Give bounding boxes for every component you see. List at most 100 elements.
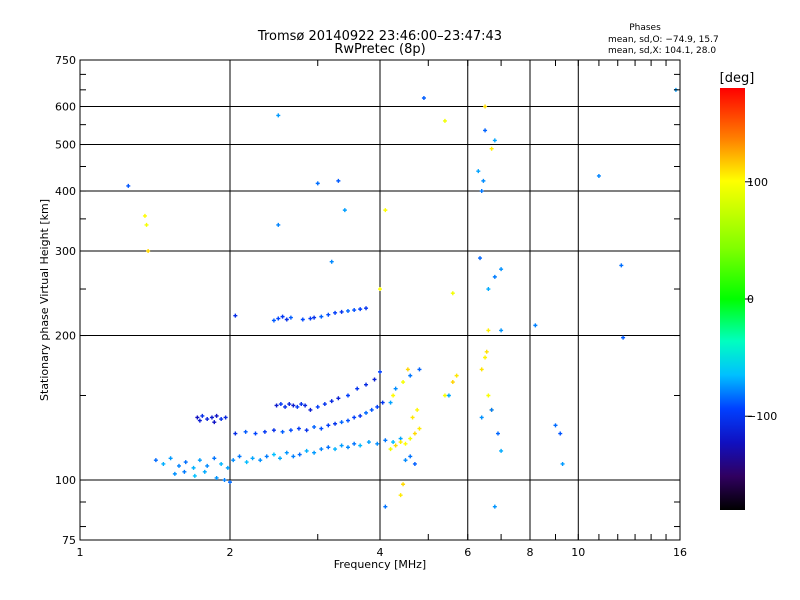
data-point	[405, 367, 410, 372]
data-point	[450, 291, 455, 296]
data-point	[499, 328, 504, 333]
data-point	[484, 349, 489, 354]
data-point	[212, 456, 217, 461]
data-point	[481, 178, 486, 183]
data-point	[388, 400, 393, 405]
data-point	[319, 426, 324, 431]
data-point	[205, 417, 210, 422]
data-point	[621, 335, 626, 340]
data-point	[364, 382, 369, 387]
series-4	[233, 306, 369, 323]
data-point	[315, 404, 320, 409]
data-point	[489, 146, 494, 151]
data-point	[288, 315, 293, 320]
data-point	[304, 448, 309, 453]
data-point	[146, 249, 151, 254]
y-axis: 75 100 200 300 400 500 600 750	[55, 54, 680, 547]
data-point	[415, 407, 420, 412]
data-point	[417, 426, 422, 431]
data-point	[219, 417, 224, 422]
data-point	[366, 440, 371, 445]
chart-subtitle: RwPretec (8p)	[334, 42, 425, 57]
data-point	[278, 402, 283, 407]
y-tick-label: 100	[55, 474, 76, 487]
y-tick-label: 75	[62, 534, 76, 547]
data-point	[483, 104, 488, 109]
data-point	[308, 316, 313, 321]
data-point	[403, 441, 408, 446]
colorbar-tick-label: 100	[747, 176, 768, 189]
data-point	[291, 454, 296, 459]
data-point	[161, 461, 166, 466]
data-point	[486, 393, 491, 398]
data-point	[489, 407, 494, 412]
data-point	[355, 386, 360, 391]
data-point	[342, 208, 347, 213]
data-point	[412, 431, 417, 436]
data-point	[312, 424, 317, 429]
data-point	[408, 436, 413, 441]
data-point	[499, 448, 504, 453]
x-axis: 1 2 4 6 8 10 16	[77, 60, 687, 559]
data-point	[278, 456, 283, 461]
data-point	[553, 423, 558, 428]
data-point	[476, 169, 481, 174]
data-point	[454, 373, 459, 378]
data-point	[295, 404, 300, 409]
data-point	[304, 428, 309, 433]
data-point	[401, 482, 406, 487]
data-point	[492, 274, 497, 279]
data-point	[312, 450, 317, 455]
data-point	[442, 393, 447, 398]
y-tick-label: 500	[55, 139, 76, 152]
data-point	[495, 431, 500, 436]
data-point	[336, 178, 341, 183]
series-2	[195, 413, 228, 425]
data-point	[446, 393, 451, 398]
y-axis-label: Stationary phase Virtual Height [km]	[38, 199, 51, 401]
y-tick-label: 750	[55, 54, 76, 67]
data-point	[358, 307, 363, 312]
data-point	[450, 380, 455, 385]
data-point	[214, 413, 219, 418]
data-point	[336, 396, 341, 401]
y-tick-label: 600	[55, 101, 76, 114]
data-point	[142, 213, 147, 218]
colorbar-tick-label: −100	[747, 410, 777, 423]
data-point	[479, 367, 484, 372]
x-tick-label: 2	[227, 546, 234, 559]
x-tick-label: 8	[527, 546, 534, 559]
data-point	[264, 454, 269, 459]
data-point	[182, 469, 187, 474]
data-point	[375, 441, 380, 446]
data-point	[492, 504, 497, 509]
data-point	[274, 403, 279, 408]
series-1	[233, 400, 385, 436]
data-point	[300, 317, 305, 322]
data-point	[369, 407, 374, 412]
data-point	[233, 431, 238, 436]
data-point	[284, 450, 289, 455]
data-point	[364, 306, 369, 311]
data-point	[558, 431, 563, 436]
data-point	[168, 456, 173, 461]
data-point	[303, 403, 308, 408]
data-point	[205, 463, 210, 468]
points-layer	[126, 87, 678, 509]
data-point	[383, 504, 388, 509]
data-point	[383, 438, 388, 443]
data-point	[231, 458, 236, 463]
data-point	[284, 317, 289, 322]
phases-o-stats: mean, sd,O: −74.9, 15.7	[608, 35, 719, 45]
data-point	[412, 461, 417, 466]
data-point	[308, 407, 313, 412]
data-point	[250, 456, 255, 461]
data-point	[358, 443, 363, 448]
data-point	[333, 310, 338, 315]
data-point	[391, 440, 396, 445]
data-point	[322, 402, 327, 407]
data-point	[326, 423, 331, 428]
data-point	[244, 460, 249, 465]
data-point	[410, 415, 415, 420]
data-point	[288, 428, 293, 433]
